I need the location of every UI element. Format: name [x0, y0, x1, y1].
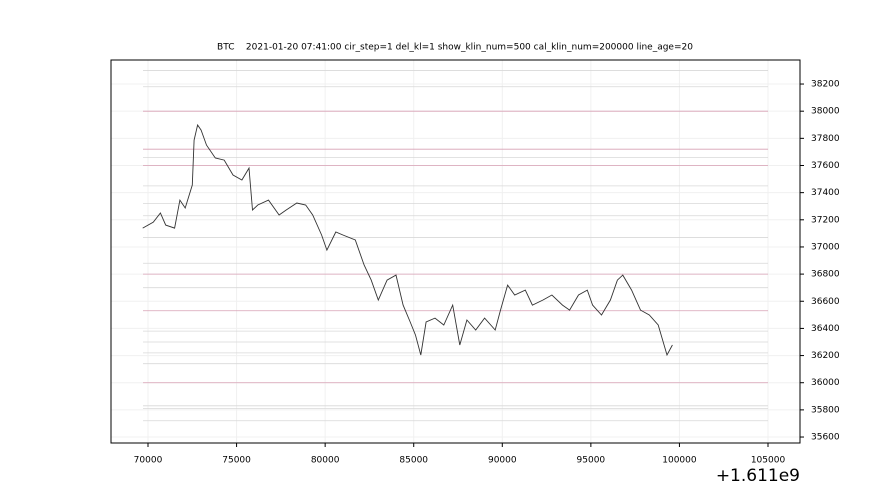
y-tick-label: 36000 — [811, 378, 840, 388]
x-tick-label: 80000 — [311, 456, 340, 466]
y-tick-label: 37200 — [811, 215, 840, 225]
x-tick-label: 75000 — [222, 456, 251, 466]
price-line — [142, 123, 673, 357]
y-tick-label: 36600 — [811, 297, 840, 307]
y-tick-label: 36400 — [811, 324, 840, 334]
x-tick-label: 90000 — [488, 456, 517, 466]
y-tick-label: 36200 — [811, 351, 840, 361]
y-tick-label: 36800 — [811, 270, 840, 280]
y-tick-label: 37000 — [811, 242, 840, 252]
x-tick-label: 85000 — [399, 456, 428, 466]
y-tick-label: 38000 — [811, 107, 840, 117]
y-tick-label: 37400 — [811, 188, 840, 198]
chart-title: BTC 2021-01-20 07:41:00 cir_step=1 del_k… — [217, 43, 693, 53]
plot-frame — [110, 59, 801, 444]
y-tick-label: 37600 — [811, 161, 840, 171]
x-tick-label: 100000 — [662, 456, 697, 466]
y-tick-label: 35800 — [811, 405, 840, 415]
x-tick-label: 105000 — [751, 456, 786, 466]
y-tick-label: 38200 — [811, 80, 840, 90]
x-tick-label: 70000 — [134, 456, 163, 466]
y-tick-label: 35600 — [811, 433, 840, 443]
x-offset-label: +1.611e9 — [716, 466, 800, 486]
y-tick-label: 37800 — [811, 134, 840, 144]
x-tick-label: 95000 — [577, 456, 606, 466]
